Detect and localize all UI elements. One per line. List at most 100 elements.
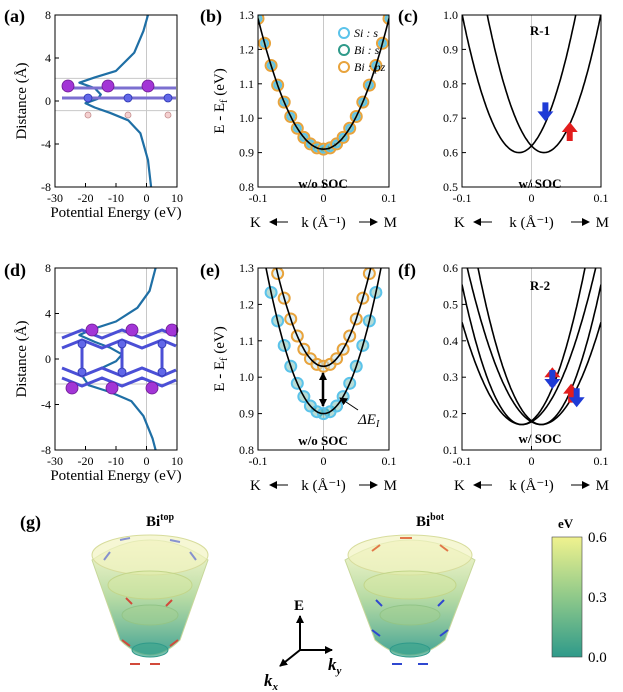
- ytick-label: 0.3: [443, 370, 458, 384]
- legend-marker-bi-s: [338, 44, 350, 56]
- proj-point-bi-pz: [375, 36, 389, 50]
- ytick-label: 0.7: [443, 111, 458, 125]
- legend-b: Si : s Bi : s Bi : pz: [338, 26, 386, 74]
- panel-g: Bitop Bibot E ky kx eV: [91, 512, 607, 692]
- ytick-label: 1.3: [239, 8, 254, 22]
- spin-arrow-up: [561, 121, 578, 141]
- ylabel-a: Distance (Å): [14, 62, 30, 139]
- band-curve-upper: [275, 268, 372, 368]
- band-curve: [258, 18, 389, 151]
- legend-label-bi-s: Bi : s: [354, 43, 380, 57]
- proj-point-bi-pz: [271, 78, 285, 92]
- ytick-label: 0.9: [443, 42, 458, 56]
- ytick-label: -4: [41, 137, 51, 151]
- k-axes: E ky kx: [264, 598, 342, 692]
- proj-point-bi-pz: [349, 109, 363, 123]
- xtick-label: -0.1: [249, 454, 268, 468]
- cone-bi-bot: [344, 534, 476, 665]
- proj-point-bi-pz: [356, 95, 370, 109]
- annotation-c: w/ SOC: [519, 176, 562, 191]
- xtick-label: 0: [321, 191, 327, 205]
- band-curve-lower: [265, 268, 382, 415]
- panel-label-f: (f): [398, 260, 416, 281]
- proj-point-bi-pz: [290, 121, 304, 135]
- ytick-label: 0.9: [239, 146, 254, 160]
- title-c: R-1: [530, 23, 550, 38]
- legend-label-si-s: Si : s: [354, 26, 378, 40]
- ylabel-b: E - Ef (eV): [212, 68, 230, 133]
- xlabel-f: k (Å⁻¹): [509, 478, 554, 494]
- proj-point-bi-pz: [382, 15, 389, 25]
- ytick-label: 4: [45, 51, 51, 65]
- xtick-label: 0: [529, 454, 535, 468]
- potential-curve: [78, 268, 157, 450]
- ytick-label: 1.3: [239, 261, 254, 275]
- xlabel-c: k (Å⁻¹): [509, 215, 554, 231]
- panel-b: -0.1 0 0.1 0.8 0.9 1.0 1.1 1.2 1.3 K k (Å⁻¹) M E - E…: [212, 8, 397, 231]
- xlabel-right-b: M: [384, 215, 397, 231]
- ytick-label: 1.0: [443, 8, 458, 22]
- ylabel-d: Distance (Å): [14, 320, 30, 397]
- spin-arrow-down: [537, 102, 554, 122]
- panel-label-c: (c): [398, 6, 418, 27]
- ytick-label: 0: [45, 352, 51, 366]
- spin-arrow-down: [568, 388, 585, 408]
- legend-marker-bi-pz: [338, 61, 350, 73]
- xtick-label: -0.1: [249, 191, 268, 205]
- proj-point-bi-pz: [343, 121, 357, 135]
- colorbar-tick-00: 0.0: [588, 650, 607, 666]
- legend-label-bi-pz: Bi : pz: [354, 60, 386, 74]
- panel-f: -0.1 0 0.1 0.1 0.2 0.3 0.4 0.5 0.6 K k (Å⁻¹) M: [443, 261, 609, 494]
- xtick-label: -20: [78, 191, 94, 205]
- proj-point-bi-pz: [277, 95, 291, 109]
- panel-label-b: (b): [200, 6, 222, 27]
- xtick-label: 0.1: [382, 191, 397, 205]
- ytick-label: 0.2: [443, 407, 458, 421]
- legend-marker-si-s: [338, 27, 350, 39]
- proj-point-bi-pz: [330, 137, 344, 151]
- proj-point-bi-pz: [258, 15, 265, 25]
- colorbar-tick-03: 0.3: [588, 590, 607, 606]
- xlabel-left-c: K: [454, 215, 465, 231]
- xtick-label: 0.1: [594, 191, 609, 205]
- xtick-label: 0: [144, 454, 150, 468]
- ytick-label: 0.6: [443, 146, 458, 160]
- xtick-label: -0.1: [453, 191, 472, 205]
- colorbar-unit: eV: [558, 516, 574, 531]
- ytick-label: 1.0: [239, 111, 254, 125]
- panel-label-a: (a): [4, 6, 25, 27]
- colorbar-tick-06: 0.6: [588, 530, 607, 546]
- colorbar-scale: [551, 536, 583, 658]
- spin-arrow-down: [544, 370, 561, 390]
- xtick-label: -30: [47, 191, 63, 205]
- ytick-label: 0.5: [443, 297, 458, 311]
- spin-arrow-up: [563, 383, 580, 403]
- ytick-label: 1.0: [239, 370, 254, 384]
- annotation-f: w/ SOC: [519, 431, 562, 446]
- atom-structure-a: [61, 79, 176, 119]
- proj-point-bi-pz: [362, 78, 376, 92]
- xtick-label: 0: [321, 454, 327, 468]
- xtick-label: -20: [78, 454, 94, 468]
- ytick-label: 0.8: [239, 180, 254, 194]
- xtick-label: 10: [171, 454, 183, 468]
- xtick-label: -30: [47, 454, 63, 468]
- soc-band-3: [466, 268, 601, 426]
- plot-frame-d: [54, 267, 178, 451]
- ytick-label: 8: [45, 8, 51, 22]
- panel-label-e: (e): [200, 260, 220, 281]
- xtick-label: -10: [108, 191, 124, 205]
- xtick-label: 0.1: [382, 454, 397, 468]
- axis-label-e: E: [294, 598, 304, 614]
- proj-point-bi-pz: [264, 58, 278, 72]
- xlabel-left-b: K: [250, 215, 261, 231]
- delta-label: ΔEI: [357, 412, 380, 430]
- panel-d: -30 -20 -10 0 10 -8 -4 0 4 8: [41, 261, 183, 468]
- xtick-label: 0: [144, 191, 150, 205]
- annotation-b: w/o SOC: [298, 176, 347, 191]
- xlabel-right-c: M: [596, 215, 609, 231]
- xlabel-right-f: M: [596, 478, 609, 494]
- soc-band-1: [477, 268, 601, 426]
- ytick-label: 0.8: [443, 77, 458, 91]
